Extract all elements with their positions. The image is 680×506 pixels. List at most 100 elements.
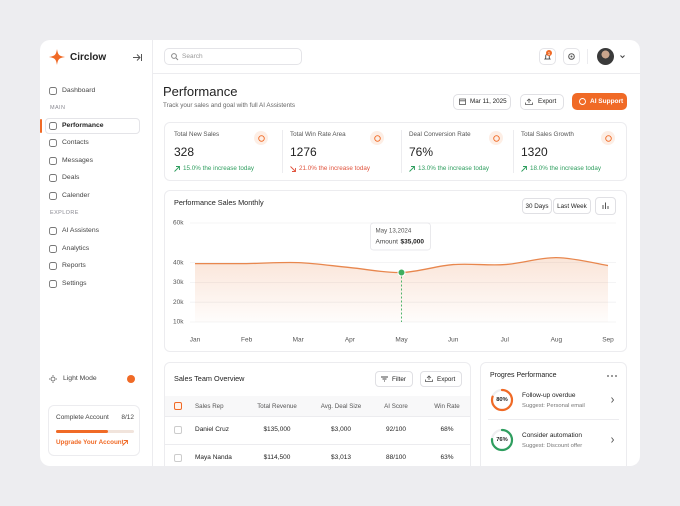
nav-icon bbox=[49, 87, 57, 95]
table-cell: 92/100 bbox=[386, 426, 406, 434]
item-note: Suggest: Discount offer bbox=[522, 442, 583, 449]
nav-item-active[interactable] bbox=[45, 118, 140, 134]
ai-support-button[interactable] bbox=[572, 93, 627, 110]
export-label[interactable]: Export bbox=[437, 375, 456, 383]
stat-value: 76% bbox=[409, 144, 434, 159]
bar-icon bbox=[602, 202, 609, 209]
table-cell: 63% bbox=[440, 454, 454, 462]
page-subtitle: Track your sales and goal with full AI A… bbox=[163, 102, 296, 110]
stat-glyph bbox=[604, 134, 612, 142]
header-checkbox[interactable] bbox=[174, 402, 182, 410]
search-box[interactable] bbox=[164, 48, 302, 65]
highlight-point bbox=[397, 268, 406, 277]
nav-item[interactable] bbox=[45, 188, 140, 204]
notification-button[interactable] bbox=[539, 48, 556, 65]
nav-item[interactable] bbox=[45, 135, 140, 151]
item-divider bbox=[488, 419, 619, 420]
item-title: Follow-up overdue bbox=[522, 392, 576, 400]
nav-icon bbox=[49, 157, 57, 165]
stat-label: Total Sales Growth bbox=[521, 131, 574, 139]
range-label[interactable]: Last Week bbox=[557, 202, 587, 210]
stat-change: 21.0% the increase today bbox=[299, 165, 371, 173]
progress-arc bbox=[490, 428, 514, 452]
collapse-icon bbox=[133, 54, 142, 61]
stat-glyph bbox=[257, 134, 265, 142]
nav-item[interactable] bbox=[45, 276, 140, 292]
table-cell: $114,500 bbox=[263, 454, 291, 462]
nav-item[interactable] bbox=[45, 258, 140, 274]
nav-icon bbox=[49, 192, 57, 200]
export-label: Export bbox=[538, 98, 557, 106]
date-label: Mar 11, 2025 bbox=[470, 98, 507, 106]
range-button[interactable] bbox=[522, 198, 552, 214]
theme-toggle[interactable] bbox=[127, 375, 135, 383]
table-export-button[interactable] bbox=[420, 371, 462, 387]
table-cell: $3,000 bbox=[331, 426, 351, 434]
row-checkbox[interactable] bbox=[174, 426, 182, 434]
nav-label: Settings bbox=[62, 279, 87, 287]
item-title: Consider automation bbox=[522, 432, 582, 440]
chart-type-button[interactable] bbox=[595, 197, 616, 215]
header-separator bbox=[587, 49, 588, 64]
x-tick-label: Jan bbox=[190, 337, 201, 344]
range-button[interactable] bbox=[553, 198, 591, 214]
table-title: Sales Team Overview bbox=[174, 373, 245, 383]
tooltip-label: Amount bbox=[376, 239, 399, 246]
stats-divider bbox=[282, 130, 283, 173]
table-card bbox=[164, 362, 471, 466]
avatar[interactable] bbox=[597, 48, 614, 65]
stat-change: 15.0% the increase today bbox=[183, 165, 255, 173]
row-divider bbox=[165, 444, 470, 445]
table-header bbox=[165, 396, 470, 416]
account-box bbox=[48, 405, 140, 456]
upgrade-link[interactable]: Upgrade Your Account bbox=[56, 439, 124, 447]
settings-button[interactable] bbox=[563, 48, 580, 65]
table-cell: $135,000 bbox=[263, 426, 291, 434]
gear-icon bbox=[568, 53, 575, 60]
stat-value: 1276 bbox=[290, 144, 317, 159]
chart-card bbox=[164, 190, 627, 352]
progress-card bbox=[480, 362, 627, 466]
nav-label: Reports bbox=[62, 261, 86, 269]
nav-icon bbox=[49, 245, 57, 253]
range-label[interactable]: 30 Days bbox=[525, 202, 549, 210]
ai-support-label: AI Support bbox=[590, 98, 624, 106]
ai-icon bbox=[579, 98, 586, 105]
progress-title: Progres Performance bbox=[490, 371, 557, 379]
tooltip bbox=[370, 222, 431, 251]
progress-percent: 76% bbox=[496, 436, 508, 443]
nav-item[interactable] bbox=[45, 241, 140, 257]
search-icon bbox=[171, 53, 179, 61]
trend-arrow bbox=[174, 166, 180, 172]
brand-name: Circlow bbox=[70, 52, 107, 63]
dashboard-card: Circlow Dashboard MAIN Performance Contacts M… bbox=[40, 40, 640, 466]
nav-label: Dashboard bbox=[62, 86, 96, 94]
progress-ring bbox=[490, 428, 514, 452]
account-progress bbox=[56, 430, 108, 433]
export-button[interactable] bbox=[520, 94, 564, 110]
section-label: EXPLORE bbox=[50, 209, 79, 216]
theme-label: Light Mode bbox=[63, 374, 97, 382]
y-tick-label: 20k bbox=[173, 299, 184, 306]
stat-change: 13.0% the increase today bbox=[418, 165, 490, 173]
table-cell: 88/100 bbox=[386, 454, 406, 462]
header-divider bbox=[152, 73, 640, 74]
filter-button[interactable] bbox=[375, 371, 413, 387]
item-chevron bbox=[611, 437, 615, 443]
tooltip-amount: $35,000 bbox=[401, 239, 425, 246]
filter-label[interactable]: Filter bbox=[392, 375, 406, 383]
table-cell: Maya Nanda bbox=[195, 454, 232, 462]
progress-ring bbox=[490, 388, 514, 412]
table-cell: 68% bbox=[440, 426, 454, 434]
date-button[interactable] bbox=[453, 94, 511, 110]
nav-item[interactable] bbox=[45, 170, 140, 186]
search-placeholder: Search bbox=[182, 53, 203, 61]
row-checkbox[interactable] bbox=[174, 454, 182, 462]
column-header: AI Score bbox=[384, 402, 408, 410]
x-tick-label: Jun bbox=[448, 337, 459, 344]
chart: 60k 40k 30k 20k 10k Jan Feb Mar Apr May Jun Jul Aug S… bbox=[173, 220, 616, 344]
y-tick-label: 30k bbox=[173, 279, 184, 286]
column-header: Avg. Deal Size bbox=[320, 402, 362, 410]
